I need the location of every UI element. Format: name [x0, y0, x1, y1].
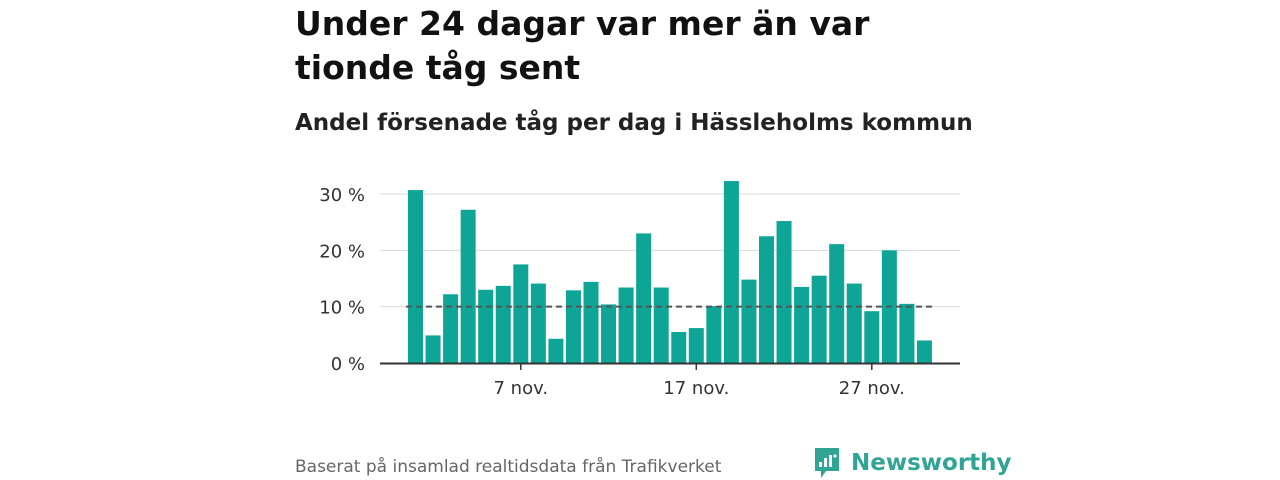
chart-title: Under 24 dagar var mer än var tionde tåg…: [295, 4, 870, 87]
y-tick-label: 0 %: [331, 354, 365, 375]
y-tick-label: 10 %: [319, 298, 365, 319]
bar-series: [408, 181, 932, 363]
bar: [513, 264, 529, 363]
x-tick-label: 7 nov.: [494, 378, 549, 399]
source-note: Baserat på insamlad realtidsdata från Tr…: [295, 457, 722, 477]
bar: [776, 221, 792, 363]
x-tick-label: 17 nov.: [663, 378, 729, 399]
bar: [478, 289, 494, 363]
bar: [565, 290, 581, 363]
x-axis-ticks: 7 nov. 17 nov. 27 nov.: [494, 363, 905, 399]
bar: [811, 275, 827, 363]
y-tick-label: 20 %: [319, 241, 365, 262]
bar: [408, 190, 423, 363]
bar: [759, 236, 774, 363]
bar: [601, 304, 617, 363]
bar: [636, 233, 652, 363]
bar: [688, 328, 704, 363]
newsworthy-brand[interactable]: Newsworthy: [813, 446, 1012, 480]
bar: [425, 335, 441, 363]
bar: [846, 283, 862, 363]
bar: [460, 209, 476, 363]
bar: [916, 340, 932, 363]
bar: [794, 286, 810, 363]
bar: [741, 279, 757, 363]
bar: [864, 311, 880, 363]
bar: [583, 281, 599, 363]
bar: [548, 338, 564, 363]
chart-subtitle: Andel försenade tåg per dag i Hässleholm…: [295, 110, 973, 136]
bar: [495, 285, 511, 363]
bar: [899, 303, 915, 363]
bar: [443, 294, 459, 363]
bar: [706, 306, 722, 363]
y-tick-label: 30 %: [319, 185, 365, 206]
bar: [671, 332, 687, 363]
bar: [653, 287, 669, 363]
bar: [723, 181, 739, 363]
x-tick-label: 27 nov.: [839, 378, 905, 399]
bar: [829, 244, 845, 363]
bar: [618, 287, 634, 363]
newsworthy-logo-icon: [815, 448, 839, 478]
bar: [530, 283, 546, 363]
y-axis-ticks: 0 % 10 % 20 % 30 %: [319, 185, 365, 375]
brand-name: Newsworthy: [851, 450, 1012, 476]
